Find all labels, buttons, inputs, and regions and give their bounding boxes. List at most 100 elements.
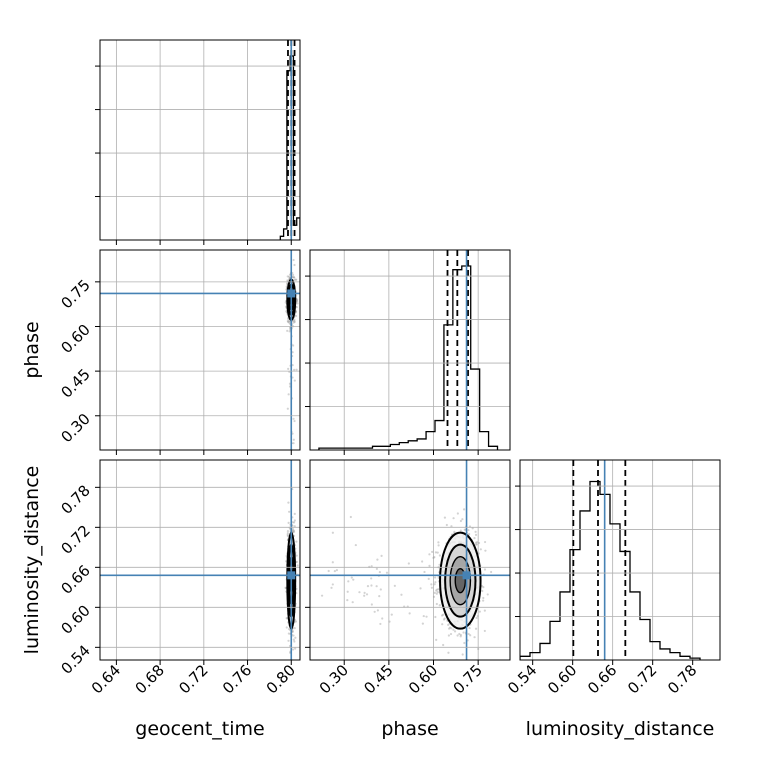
sample-point [437, 544, 440, 547]
sample-point [293, 512, 296, 515]
sample-point [294, 314, 298, 318]
xtick-label-phase: 0.75 [450, 661, 486, 697]
xtick-label-geocent-time: 0.80 [263, 661, 299, 697]
sample-point [287, 521, 290, 524]
sample-point [291, 351, 294, 354]
panel-frame [309, 459, 511, 661]
sample-point [467, 632, 470, 636]
sample-point [287, 275, 291, 278]
sample-point [286, 533, 289, 536]
sample-point [462, 508, 466, 511]
ytick-label-phase: 0.75 [57, 276, 93, 312]
panel-content [279, 40, 300, 240]
sample-point [288, 321, 291, 324]
ylabel-luminosity-distance: luminosity_distance [21, 466, 43, 655]
sample-point [475, 543, 478, 546]
sample-point [408, 612, 411, 615]
sample-point [288, 330, 291, 333]
sample-point [293, 318, 296, 322]
sample-point [449, 632, 453, 636]
sample-point [437, 588, 440, 591]
sample-point [447, 651, 450, 654]
panel-frame [309, 249, 511, 451]
sample-point [441, 623, 444, 626]
xtick-label-geocent-time: 0.68 [132, 661, 168, 697]
sample-point [461, 518, 464, 521]
sample-point [370, 565, 373, 568]
panel-frame [99, 459, 301, 661]
xtick-label-luminosity-distance: 0.78 [664, 661, 700, 697]
sample-point [286, 535, 290, 538]
sample-point [443, 617, 446, 620]
sample-point [477, 647, 480, 651]
xtick-label-luminosity-distance: 0.54 [504, 661, 540, 697]
sample-point [433, 556, 436, 559]
sample-point [456, 634, 459, 637]
sample-point [379, 622, 382, 626]
sample-point [288, 510, 291, 513]
sample-point [390, 613, 393, 616]
sample-point [481, 589, 484, 593]
sample-point [433, 583, 436, 586]
sample-point [428, 564, 431, 567]
sample-point [442, 618, 446, 621]
sample-point [292, 321, 295, 324]
sample-point [435, 602, 438, 606]
sample-point [433, 576, 437, 579]
sample-point [295, 306, 298, 309]
sample-point [447, 623, 450, 626]
sample-point [354, 543, 357, 547]
truth-marker [287, 571, 296, 580]
sample-point [286, 532, 289, 535]
sample-point [373, 610, 376, 613]
sample-point [388, 620, 391, 623]
sample-point [461, 653, 464, 656]
sample-point [293, 519, 296, 522]
sample-point [292, 638, 295, 641]
sample-point [445, 523, 448, 527]
sample-point [349, 515, 352, 519]
sample-point [331, 531, 334, 534]
ytick-label-luminosity-distance: 0.60 [57, 601, 93, 637]
sample-point [482, 586, 485, 589]
sample-point [431, 550, 434, 553]
sample-point [287, 393, 290, 396]
sample-point [370, 577, 373, 580]
panel-content [100, 250, 300, 450]
sample-point [292, 529, 295, 532]
sample-point [293, 320, 296, 324]
sample-point [363, 594, 366, 597]
sample-point [286, 279, 289, 282]
sample-point [293, 276, 296, 279]
sample-point [294, 647, 297, 650]
xlabel-luminosity-distance: luminosity_distance [526, 718, 715, 740]
sample-point [474, 543, 478, 546]
sample-point [293, 627, 296, 630]
xtick-label-geocent-time: 0.64 [88, 661, 124, 697]
sample-point [430, 586, 434, 589]
sample-point [292, 442, 295, 445]
sample-point [468, 626, 471, 630]
sample-point [453, 530, 456, 533]
sample-point [292, 634, 295, 637]
sample-point [407, 562, 410, 565]
ytick-label-luminosity-distance: 0.66 [57, 561, 93, 597]
sample-point [295, 560, 298, 563]
sample-point [351, 601, 354, 604]
sample-point [331, 561, 334, 564]
sample-point [434, 551, 438, 554]
sample-point [477, 552, 480, 555]
sample-point [437, 541, 440, 544]
sample-point [294, 278, 297, 281]
sample-point [477, 541, 481, 545]
sample-point [442, 643, 445, 647]
sample-point [291, 530, 294, 533]
sample-point [478, 610, 481, 613]
sample-point [436, 551, 439, 554]
sample-point [287, 320, 290, 324]
sample-point [463, 528, 466, 531]
sample-point [435, 592, 438, 595]
sample-point [291, 630, 294, 633]
sample-point [295, 540, 298, 543]
